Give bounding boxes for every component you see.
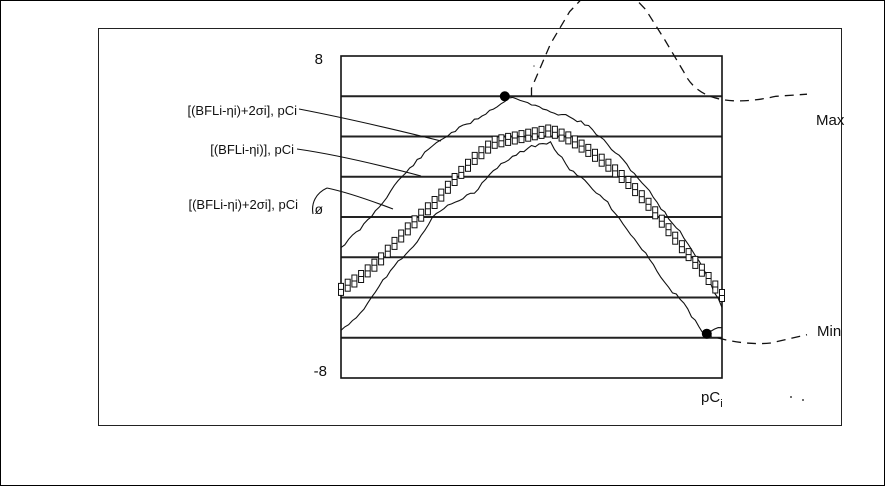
x-axis-label-main: pC <box>701 389 720 406</box>
grid <box>341 95 722 339</box>
min-point <box>701 328 712 339</box>
plot-area <box>340 55 723 379</box>
series-mean-markers <box>338 124 725 302</box>
leader-line-lower <box>312 187 394 215</box>
x-axis-label: pCi <box>701 389 723 410</box>
figure-frame <box>98 28 842 426</box>
series-layer <box>338 1 808 345</box>
leader-line-upper <box>298 108 442 142</box>
y-tick-label-zero: ø <box>314 201 323 217</box>
speck <box>802 399 804 401</box>
max-point <box>499 91 510 102</box>
series-max-dashed <box>530 1 808 102</box>
leader-line-mean <box>296 148 422 177</box>
curve-label-upper: [(BFLi-ηi)+2σi], pCi <box>187 103 297 118</box>
curve-label-mean: [(BFLi-ηi)], pCi <box>210 142 294 157</box>
x-axis-label-subscript: i <box>720 398 722 410</box>
y-tick-label-bottom: -8 <box>314 363 327 380</box>
max-label: Max <box>816 112 845 129</box>
curve-label-lower: [(BFLi-ηi)+2σi], pCi <box>188 197 298 212</box>
series-lower-line <box>340 141 723 334</box>
y-tick-label-top: 8 <box>315 51 323 68</box>
annotation-layer <box>499 91 712 339</box>
series-upper-line <box>340 96 723 308</box>
speck <box>533 65 535 67</box>
min-label: Min <box>817 323 841 340</box>
series-min-dashed <box>702 333 808 345</box>
speck <box>790 396 792 398</box>
